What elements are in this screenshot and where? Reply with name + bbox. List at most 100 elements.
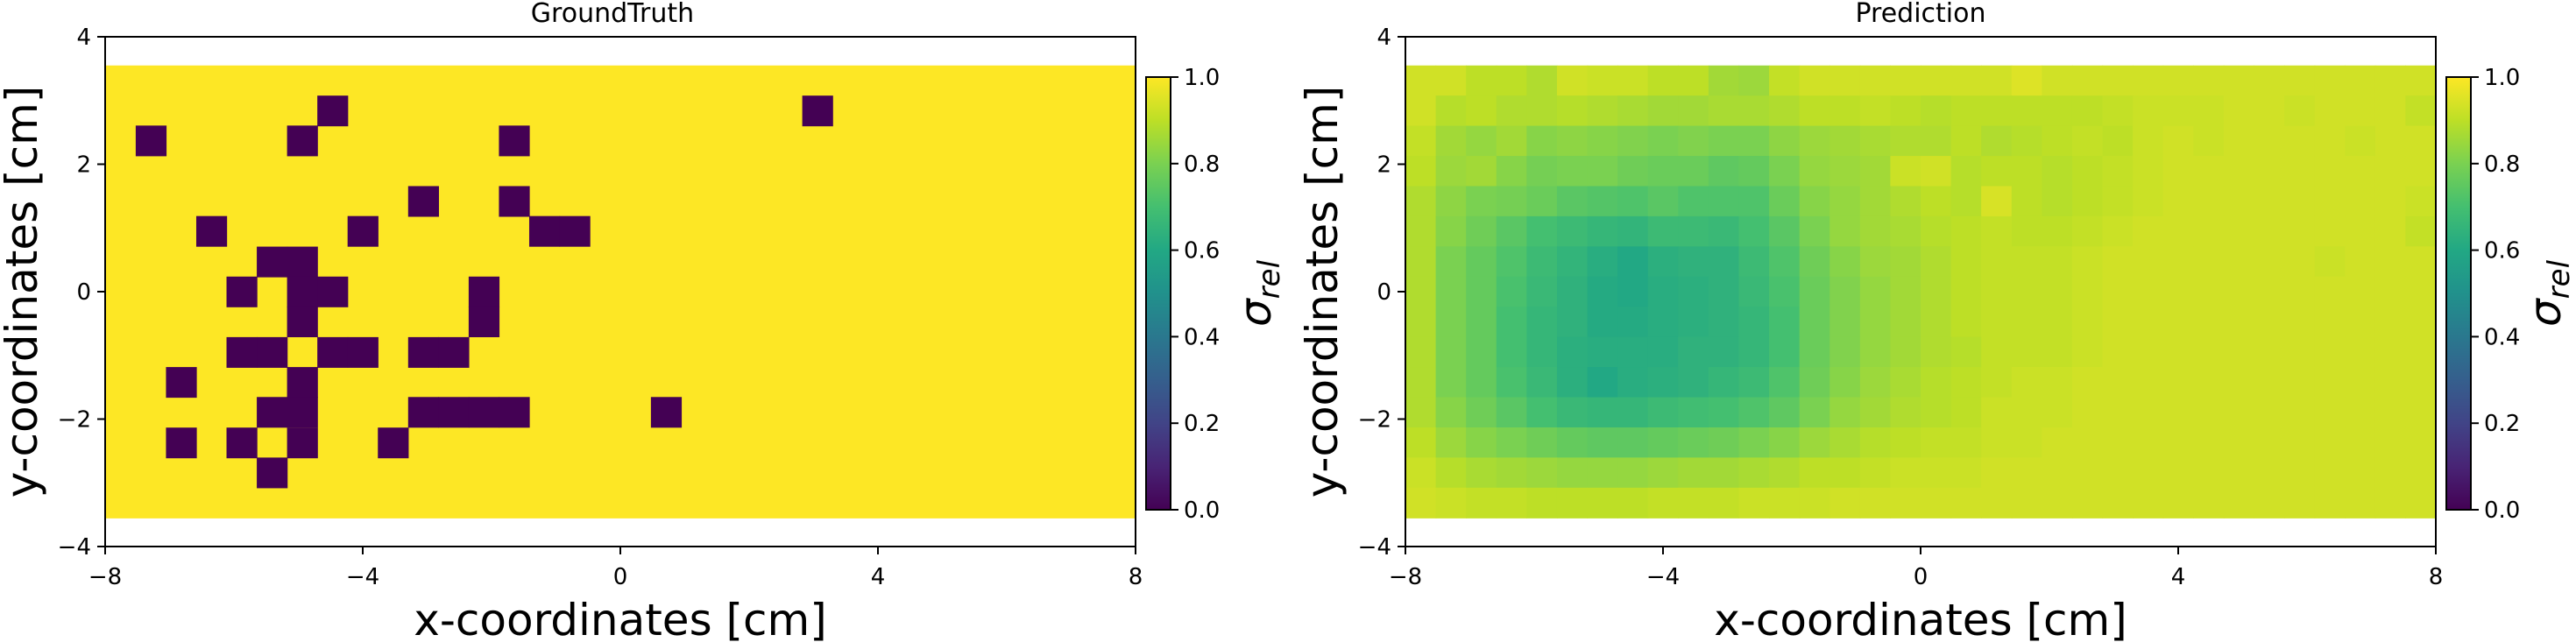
heatmap-cell <box>1435 457 1467 489</box>
heatmap-cell <box>1617 95 1649 127</box>
heatmap-cell <box>1799 427 1830 458</box>
heatmap-cell <box>2102 186 2134 217</box>
heatmap-cell <box>195 215 228 247</box>
heatmap-cell <box>1405 65 1437 96</box>
heatmap-cell <box>1466 427 1497 458</box>
heatmap-cell <box>1859 487 1892 519</box>
heatmap-cell <box>2193 246 2225 278</box>
colorbar-tick-label: 0.6 <box>2484 238 2520 265</box>
heatmap-cell <box>1921 186 1952 217</box>
heatmap-cell <box>2314 276 2346 307</box>
heatmap-cell <box>1738 246 1770 278</box>
heatmap-cell <box>1435 397 1467 428</box>
heatmap-cell <box>257 246 288 278</box>
heatmap-cell <box>2011 95 2042 127</box>
colorbar-tick-label: 0.8 <box>2484 152 2520 178</box>
heatmap-cell <box>1921 65 1952 96</box>
heatmap-cell <box>1769 397 1801 428</box>
heatmap-cell <box>2011 367 2042 399</box>
heatmap-cell <box>1890 427 1921 458</box>
heatmap-cell <box>1738 215 1770 247</box>
heatmap-cell <box>2314 397 2346 428</box>
heatmap-cell <box>287 427 318 459</box>
heatmap-cell <box>1435 487 1467 519</box>
heatmap-cell <box>2071 427 2104 458</box>
heatmap-cell <box>2284 487 2316 519</box>
heatmap-cell <box>1981 215 2013 247</box>
heatmap-cell <box>2284 367 2316 399</box>
heatmap-cell <box>2193 367 2225 399</box>
heatmap-cell <box>1678 487 1709 519</box>
heatmap-cell <box>528 215 561 247</box>
heatmap-cell <box>1435 215 1467 247</box>
heatmap-cell <box>2102 457 2134 489</box>
heatmap-cell <box>1769 215 1801 247</box>
heatmap-cell <box>1829 427 1861 458</box>
heatmap-cell <box>317 336 349 368</box>
heatmap-cell <box>1981 397 2013 428</box>
heatmap-cell <box>2223 487 2255 519</box>
heatmap-cell <box>1708 427 1740 458</box>
heatmap-cell <box>1921 367 1952 399</box>
heatmap-cell <box>1829 336 1861 368</box>
heatmap-cell <box>1587 336 1618 368</box>
heatmap-cell <box>317 95 349 127</box>
heatmap-cell <box>2042 125 2073 157</box>
heatmap-cell <box>1405 215 1437 247</box>
heatmap-cell <box>2071 336 2104 368</box>
colorbar: 1.0 0.8 0.6 0.4 0.2 0.0 σrel <box>2445 65 2576 524</box>
heatmap-cell <box>1435 95 1467 127</box>
heatmap-cell <box>2254 427 2285 458</box>
heatmap-cell <box>1829 397 1861 428</box>
heatmap-cell <box>2042 186 2073 217</box>
heatmap-cell <box>2133 156 2164 187</box>
heatmap-cell <box>2284 65 2316 96</box>
heatmap-cell <box>1496 246 1527 278</box>
heatmap-cell <box>2193 487 2225 519</box>
heatmap-cell <box>2374 246 2407 278</box>
heatmap-cell <box>1647 307 1679 338</box>
heatmap-cell <box>287 306 318 338</box>
heatmap-cell <box>1556 186 1589 217</box>
heatmap-cell <box>1890 215 1921 247</box>
heatmap-cell <box>1587 487 1618 519</box>
heatmap-cell <box>1466 95 1497 127</box>
heatmap-cell <box>1587 215 1618 247</box>
heatmap-cell <box>2162 215 2194 247</box>
heatmap-cell <box>1708 336 1740 368</box>
heatmap-cell <box>2374 427 2407 458</box>
heatmap-cell <box>2011 457 2042 489</box>
heatmap-cell <box>1708 457 1740 489</box>
heatmap-cell <box>1890 367 1921 399</box>
x-tick-label: −4 <box>346 564 379 590</box>
heatmap-cell <box>1799 307 1830 338</box>
heatmap-cell <box>1769 156 1801 187</box>
heatmap-cell <box>1587 397 1618 428</box>
heatmap-cell <box>2284 427 2316 458</box>
heatmap-cell <box>1859 95 1892 127</box>
heatmap-cell <box>2223 307 2255 338</box>
heatmap-cell <box>2071 487 2104 519</box>
heatmap-cell <box>1526 95 1558 127</box>
heatmap-cell <box>1708 95 1740 127</box>
heatmap-cell <box>2223 186 2255 217</box>
colorbar-label-symbol: σ <box>2520 298 2571 327</box>
heatmap-cell <box>1708 246 1740 278</box>
heatmap-cell <box>1708 125 1740 157</box>
heatmap-cell <box>2102 95 2134 127</box>
heatmap-cell <box>1587 95 1618 127</box>
heatmap-cell <box>2254 276 2285 307</box>
heatmap-cell <box>1496 215 1527 247</box>
heatmap-cell <box>2405 65 2437 96</box>
heatmap-cell <box>1859 156 1892 187</box>
heatmap-cell <box>1678 156 1709 187</box>
heatmap-cell <box>2011 336 2042 368</box>
heatmap-cell <box>1556 276 1589 307</box>
heatmap-cell <box>2133 186 2164 217</box>
heatmap-cell <box>1890 156 1921 187</box>
heatmap-cell <box>2405 457 2437 489</box>
heatmap-cell <box>135 125 167 157</box>
heatmap-cell <box>2223 397 2255 428</box>
heatmap-cell <box>1405 156 1437 187</box>
heatmap-cell <box>2162 397 2194 428</box>
